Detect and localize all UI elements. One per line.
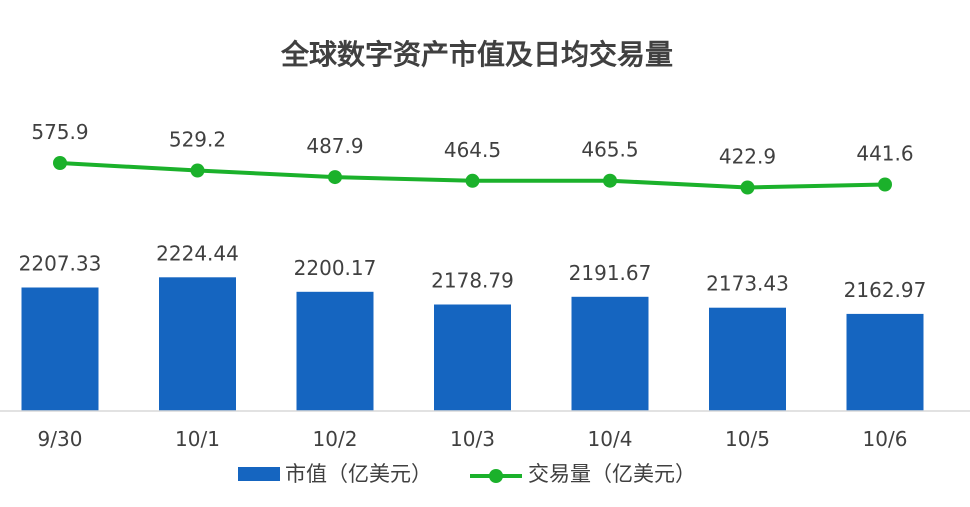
legend-swatch-volume-marker <box>489 469 503 483</box>
bar-value-label-1: 2224.44 <box>156 241 239 265</box>
bar-market-cap-6 <box>846 313 924 411</box>
bar-value-label-2: 2200.17 <box>294 256 377 280</box>
bar-market-cap-0 <box>21 287 99 411</box>
bar-value-label-6: 2162.97 <box>844 278 927 302</box>
x-tick-label-4: 10/4 <box>588 427 633 451</box>
ticks-layer: 9/30 10/1 10/2 10/3 10/4 10/5 10/6 <box>38 427 908 451</box>
x-tick-label-1: 10/1 <box>175 427 220 451</box>
bar-market-cap-1 <box>159 277 236 411</box>
volume-point-6 <box>878 177 892 192</box>
volume-point-1 <box>190 163 205 178</box>
bar-market-cap-4 <box>571 296 649 411</box>
x-tick-label-2: 10/2 <box>313 427 358 451</box>
x-tick-label-6: 10/6 <box>863 427 908 451</box>
bar-market-cap-2 <box>296 291 374 411</box>
volume-point-5 <box>740 180 755 195</box>
line-value-label-1: 529.2 <box>169 128 226 152</box>
x-tick-label-0: 9/30 <box>38 427 83 451</box>
bar-value-label-5: 2173.43 <box>706 272 789 296</box>
legend: 市值（亿美元） 交易量（亿美元） <box>238 462 696 486</box>
bar-market-cap-5 <box>709 307 786 411</box>
bar-market-cap-3 <box>434 304 511 411</box>
chart-title: 全球数字资产市值及日均交易量 <box>280 38 673 71</box>
line-value-label-4: 465.5 <box>581 138 638 162</box>
line-value-label-0: 575.9 <box>31 120 88 144</box>
bars-layer <box>21 277 924 411</box>
x-tick-label-3: 10/3 <box>450 427 495 451</box>
legend-label-market-cap: 市值（亿美元） <box>285 462 432 486</box>
x-tick-label-5: 10/5 <box>725 427 770 451</box>
line-value-label-3: 464.5 <box>444 138 501 162</box>
bar-value-label-3: 2178.79 <box>431 269 514 293</box>
labels-layer: 2207.33 575.9 2224.44 529.2 2200.17 487.9 2178… <box>19 120 927 302</box>
volume-point-4 <box>603 173 617 188</box>
bar-value-label-4: 2191.67 <box>569 261 652 285</box>
line-value-label-5: 422.9 <box>719 145 776 169</box>
bar-value-label-0: 2207.33 <box>19 252 102 276</box>
line-layer <box>53 156 892 195</box>
volume-point-3 <box>465 173 480 188</box>
line-value-label-6: 441.6 <box>856 142 913 166</box>
legend-swatch-market-cap <box>238 467 280 481</box>
volume-point-0 <box>53 156 67 170</box>
legend-label-volume: 交易量（亿美元） <box>528 462 696 486</box>
line-value-label-2: 487.9 <box>306 134 363 158</box>
volume-point-2 <box>328 170 342 185</box>
